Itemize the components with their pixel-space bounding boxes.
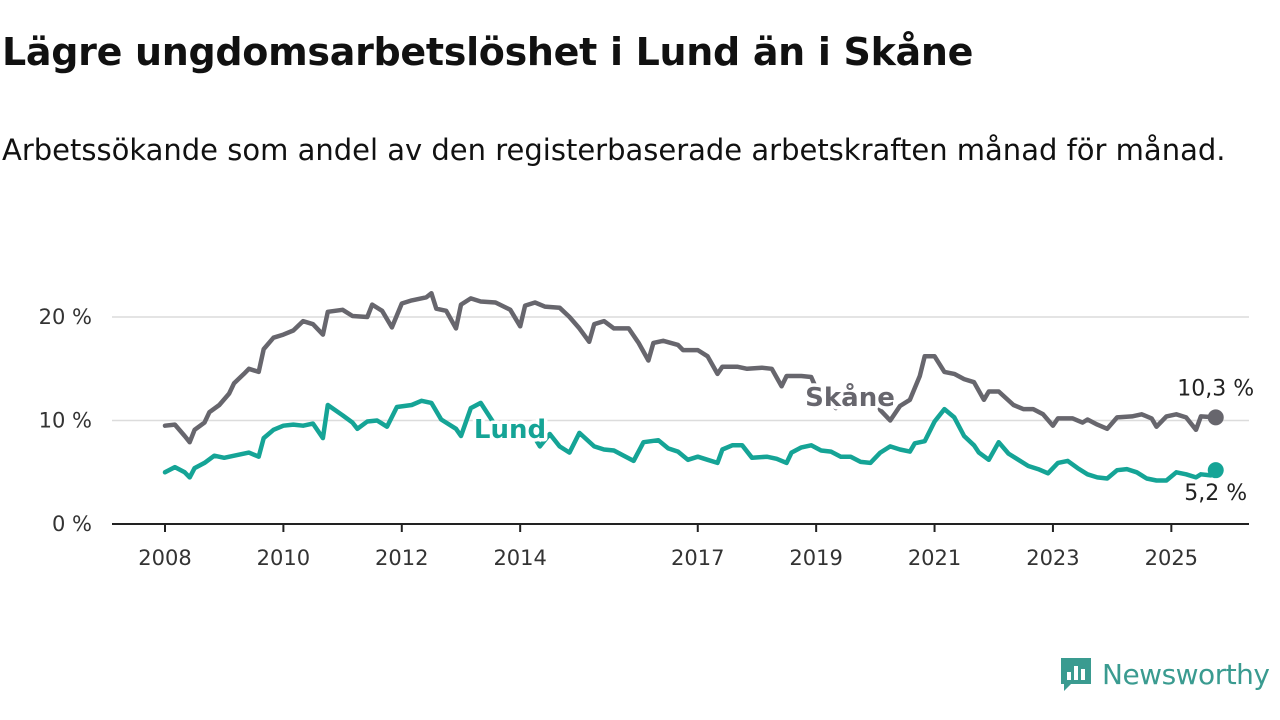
x-tick-label: 2010	[257, 546, 310, 570]
series-label: Skåne	[805, 381, 895, 413]
x-tick-label: 2012	[375, 546, 428, 570]
series-line-skne	[162, 290, 1218, 445]
newsworthy-logo-icon	[1061, 658, 1091, 691]
x-tick-label: 2019	[789, 546, 842, 570]
series-end-marker	[1207, 409, 1224, 426]
chart-title: Lägre ungdomsarbetslöshet i Lund än i Sk…	[2, 30, 974, 74]
y-tick-label: 10 %	[39, 409, 92, 433]
x-tick-label: 2021	[908, 546, 961, 570]
newsworthy-brand[interactable]: Newsworthy	[1058, 655, 1270, 693]
chart-subtitle: Arbetssökande som andel av den registerb…	[2, 133, 1226, 167]
end-value-label-halo: 10,3 %	[1177, 376, 1254, 401]
x-tick-label: 2017	[671, 546, 724, 570]
series-label-halo: Skåne	[805, 381, 895, 413]
series-label: Lund	[474, 415, 546, 445]
end-value-label-halo: 5,2 %	[1184, 481, 1247, 506]
x-tick-label: 2025	[1145, 546, 1198, 570]
end-value-label: 10,3 %	[1177, 376, 1254, 401]
series-line-lund	[162, 398, 1218, 483]
end-value-label: 5,2 %	[1184, 481, 1247, 506]
x-tick-label: 2008	[138, 546, 191, 570]
brand-name: Newsworthy	[1102, 657, 1270, 691]
y-tick-label: 20 %	[39, 305, 92, 329]
x-tick-label: 2014	[493, 546, 546, 570]
series-label-halo: Lund	[474, 415, 546, 445]
y-tick-label: 0 %	[52, 512, 92, 536]
series-end-marker	[1207, 462, 1224, 479]
x-tick-label: 2023	[1026, 546, 1079, 570]
